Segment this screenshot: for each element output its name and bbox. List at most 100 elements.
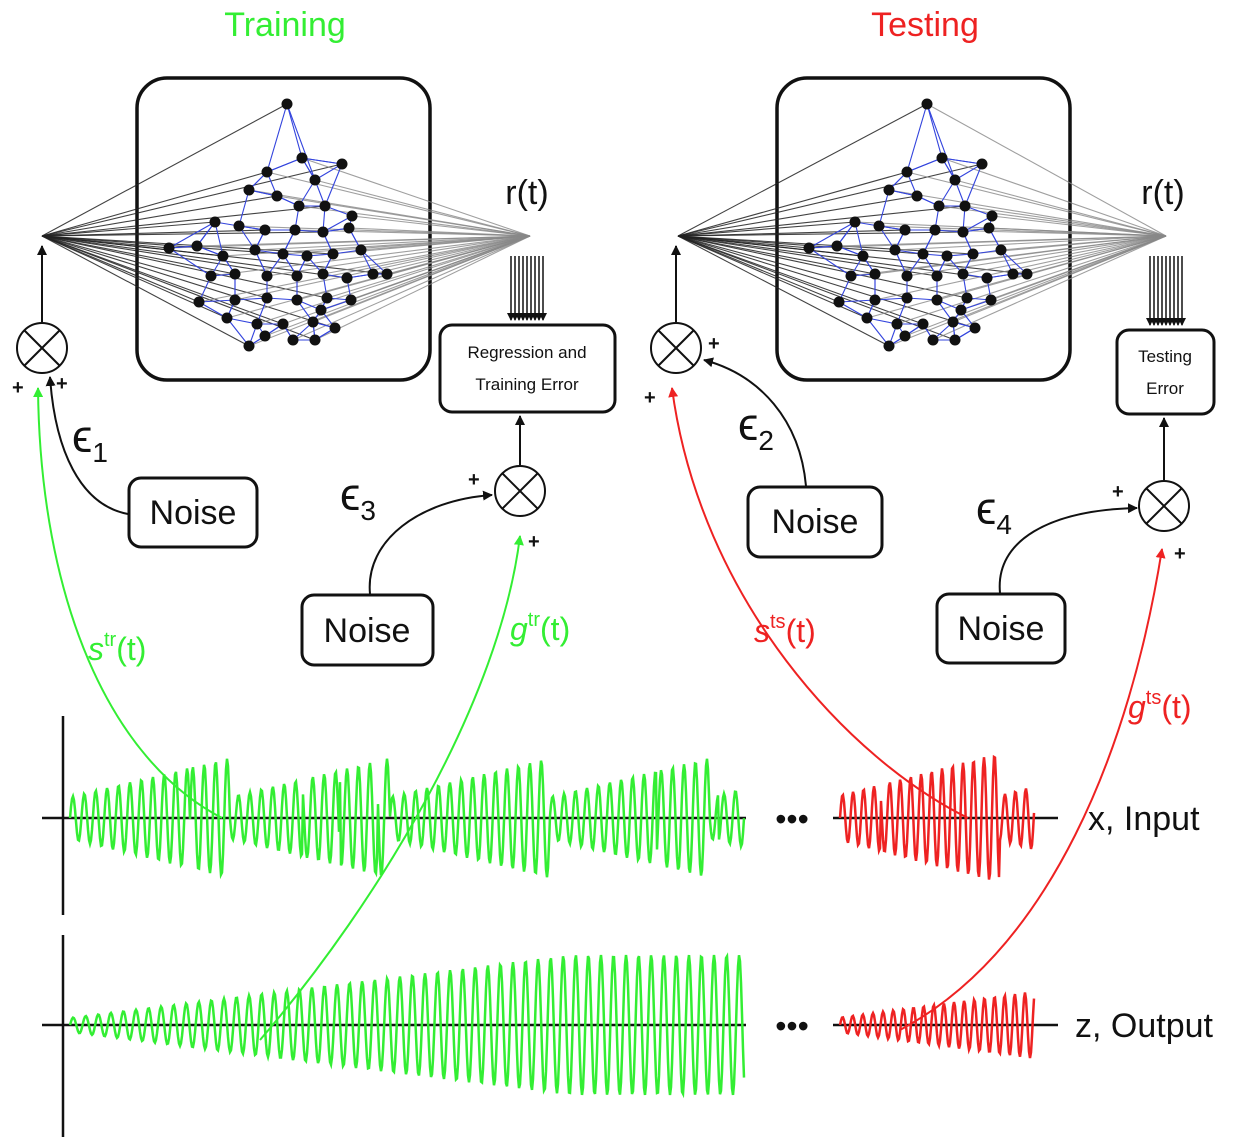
network-node <box>883 340 895 352</box>
testing-s-signal-arrow <box>668 387 969 819</box>
training-input-noise-label: Noise <box>150 494 237 532</box>
input-label: x, Input <box>1088 800 1200 838</box>
network-edge <box>838 299 876 303</box>
network-node <box>193 296 205 308</box>
input-timeseries <box>42 716 1058 915</box>
network-node <box>901 270 913 282</box>
input-weight-line <box>677 205 966 237</box>
output-weight-line <box>888 235 1167 347</box>
network-edge <box>322 215 353 233</box>
network-node <box>976 158 988 170</box>
network-node <box>957 268 969 280</box>
network-node <box>845 270 857 282</box>
network-node <box>917 248 929 260</box>
network-node <box>309 334 321 346</box>
network-node <box>995 244 1007 256</box>
regression-box-line1: Regression and <box>467 343 586 362</box>
network-node <box>861 312 873 324</box>
training-g-label: gtr(t) <box>510 609 570 647</box>
testing-target-noise-box <box>935 592 1067 665</box>
circle-times-icon <box>16 322 68 374</box>
input-weight-line <box>41 221 216 237</box>
network-node <box>899 330 911 342</box>
network-edge <box>238 189 250 227</box>
input-weight-line <box>41 235 268 299</box>
network-edge <box>168 247 212 277</box>
network-node <box>296 152 308 164</box>
input-weight-line <box>677 235 956 341</box>
circle-times-icon <box>494 465 546 517</box>
epsilon-4: ϵ4 <box>976 482 1012 540</box>
network-node <box>259 330 271 342</box>
output-weight-line <box>276 195 531 237</box>
testing-reservoir <box>677 76 1167 382</box>
network-node <box>381 268 393 280</box>
testing-readout-arrows <box>1146 256 1186 326</box>
network-node <box>317 226 329 238</box>
plus-sign: + <box>1174 543 1186 565</box>
network-node <box>889 244 901 256</box>
output-weight-line <box>906 171 1167 237</box>
network-node <box>309 174 321 186</box>
input-weight-line <box>677 235 908 299</box>
testing-input-noise-label: Noise <box>772 503 859 541</box>
network-node <box>959 200 971 212</box>
network-node <box>929 224 941 236</box>
network-node <box>229 268 241 280</box>
network-node <box>289 224 301 236</box>
output-weight-line <box>314 179 531 237</box>
network-node <box>277 318 289 330</box>
network-edge <box>214 221 224 257</box>
testing-noise2-arrow <box>703 357 807 487</box>
input-weight-line <box>41 235 298 277</box>
network-node <box>933 200 945 212</box>
network-edge <box>926 103 956 181</box>
network-edge <box>301 157 343 165</box>
network-node <box>261 292 273 304</box>
network-node <box>917 318 929 330</box>
input-weight-line <box>41 163 343 237</box>
output-weight-line <box>372 235 531 275</box>
plus-sign: + <box>528 531 540 553</box>
output-weight-line <box>874 235 1167 275</box>
input-weight-line <box>41 235 336 329</box>
input-weight-line <box>41 235 236 275</box>
network-edge <box>226 317 250 347</box>
network-node <box>941 250 953 262</box>
network-node <box>961 292 973 304</box>
testing-box-line2: Error <box>1146 379 1184 398</box>
output-weight-line <box>348 227 531 237</box>
network-node <box>367 268 379 280</box>
output-weight-line <box>934 229 1167 237</box>
input-training-waveform <box>68 758 746 880</box>
network-node <box>931 270 943 282</box>
input-weight-line <box>677 235 1028 275</box>
network-node <box>831 240 843 252</box>
network-edge <box>198 299 236 303</box>
training-target-noise-box <box>300 593 435 667</box>
network-node <box>955 304 967 316</box>
training-target-noise-label: Noise <box>324 612 411 650</box>
network-edge <box>926 103 943 159</box>
network-edge <box>360 249 388 275</box>
network-node <box>315 304 327 316</box>
training-noise1-arrow <box>45 376 129 515</box>
network-node <box>857 250 869 262</box>
training-readout-arrows <box>507 256 547 321</box>
network-node <box>947 316 959 328</box>
network-node <box>1021 268 1033 280</box>
network-edge <box>906 157 943 173</box>
network-node <box>901 292 913 304</box>
network-edge <box>266 103 288 173</box>
output-weight-line <box>196 235 531 247</box>
network-node <box>355 244 367 256</box>
network-node <box>869 268 881 280</box>
network-node <box>281 98 293 110</box>
output-weight-line <box>198 235 531 303</box>
testing-reservoir-frame <box>775 76 1072 382</box>
epsilon-3: ϵ3 <box>340 468 376 526</box>
network-edge <box>324 163 343 207</box>
output-testing-waveform <box>838 991 1036 1059</box>
input-weight-line <box>41 195 278 237</box>
network-node <box>229 294 241 306</box>
